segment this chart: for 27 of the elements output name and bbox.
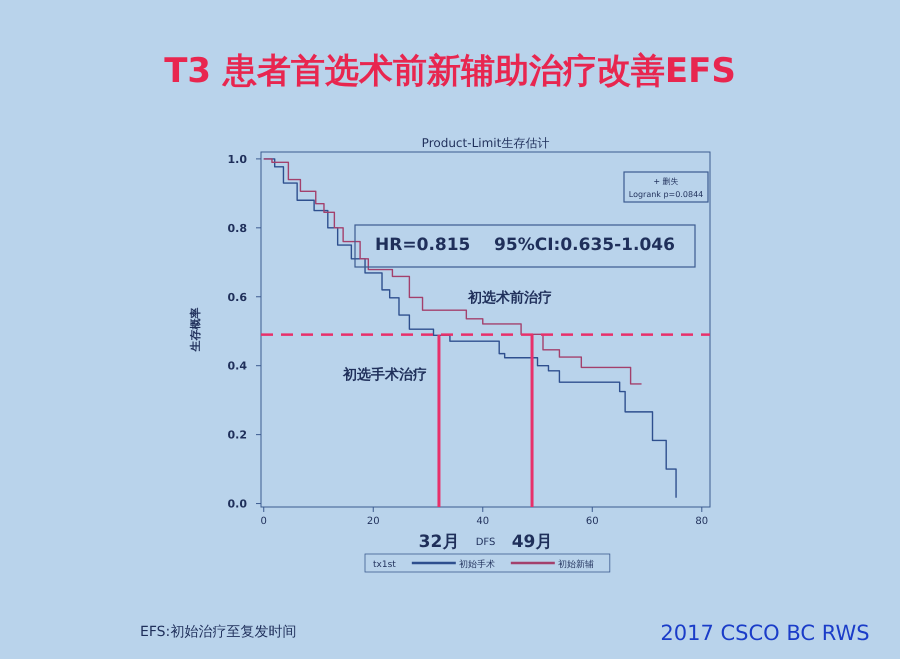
y-tick-label: 0.4 bbox=[228, 360, 248, 373]
x-tick-label: 60 bbox=[586, 516, 599, 527]
annotation: 初选术前治疗 bbox=[467, 289, 552, 306]
y-tick-label: 0.2 bbox=[228, 428, 247, 442]
y-axis-title: 生存概率 bbox=[189, 308, 202, 352]
annotation: Logrank p=0.0844 bbox=[628, 190, 704, 199]
y-tick-label: 0.8 bbox=[228, 222, 247, 235]
x-tick-label: 0 bbox=[260, 516, 267, 527]
x-tick-label: 20 bbox=[366, 516, 380, 527]
y-tick-label: 0.6 bbox=[228, 290, 248, 304]
text: 2017 CSCO BC RWS bbox=[660, 621, 870, 645]
ref-line-label: 32月 bbox=[418, 532, 460, 552]
annotation: 初选手术治疗 bbox=[342, 366, 427, 383]
chart-subtitle: Product-Limit生存估计 bbox=[422, 136, 550, 150]
x-axis-title: DFS bbox=[476, 537, 496, 548]
chart-title: T3 患者首选术前新辅助治疗改善EFS bbox=[164, 51, 736, 91]
legend-label: 初始手术 bbox=[458, 559, 495, 570]
legend-label: 初始新辅 bbox=[558, 559, 594, 570]
annotation: + 删失 bbox=[653, 177, 679, 186]
ref-line-label: 49月 bbox=[512, 532, 552, 552]
text: EFS:初始治疗至复发时间 bbox=[140, 624, 296, 640]
x-tick-label: 80 bbox=[695, 516, 708, 527]
x-tick-label: 40 bbox=[476, 516, 490, 527]
y-tick-label: 0.0 bbox=[228, 498, 248, 511]
legend-title: tx1st bbox=[373, 560, 396, 570]
y-tick-label: 1.0 bbox=[228, 152, 248, 166]
annotation: HR=0.815 95%CI:0.635-1.046 bbox=[375, 235, 675, 255]
